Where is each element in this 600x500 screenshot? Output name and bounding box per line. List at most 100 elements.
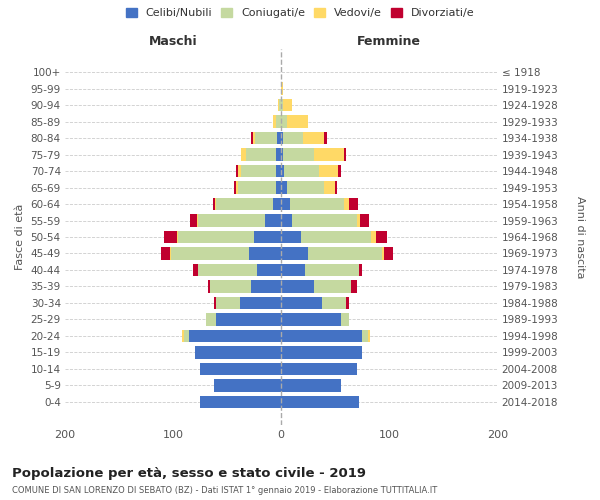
Bar [281, 231, 301, 243]
Bar [283, 132, 303, 144]
Bar [281, 313, 341, 326]
Bar [251, 280, 281, 292]
Bar [359, 264, 362, 276]
Bar [292, 214, 357, 226]
Bar [171, 248, 249, 260]
Bar [279, 99, 281, 112]
Bar [281, 116, 287, 128]
Bar [164, 231, 178, 243]
Text: Popolazione per età, sesso e stato civile - 2019: Popolazione per età, sesso e stato civil… [12, 468, 366, 480]
Bar [322, 297, 346, 309]
Bar [238, 165, 241, 177]
Bar [178, 231, 254, 243]
Bar [206, 313, 217, 326]
Y-axis label: Anni di nascita: Anni di nascita [575, 196, 585, 278]
Bar [182, 330, 184, 342]
Bar [382, 248, 384, 260]
Bar [341, 313, 349, 326]
Bar [217, 198, 272, 210]
Bar [277, 132, 281, 144]
Bar [335, 182, 337, 194]
Bar [281, 198, 290, 210]
Bar [352, 280, 357, 292]
Bar [308, 248, 382, 260]
Bar [195, 346, 281, 358]
Bar [190, 214, 197, 226]
Bar [161, 248, 170, 260]
Bar [303, 132, 325, 144]
Bar [281, 165, 284, 177]
Bar [281, 346, 362, 358]
Bar [170, 248, 171, 260]
Bar [272, 116, 276, 128]
Bar [210, 280, 251, 292]
Bar [215, 198, 217, 210]
Bar [325, 182, 335, 194]
Bar [217, 313, 281, 326]
Bar [314, 148, 344, 160]
Bar [283, 148, 314, 160]
Bar [281, 148, 283, 160]
Bar [344, 148, 346, 160]
Bar [184, 330, 190, 342]
Bar [214, 297, 217, 309]
Bar [276, 116, 281, 128]
Bar [283, 99, 292, 112]
Bar [290, 198, 344, 210]
Bar [281, 214, 292, 226]
Bar [376, 231, 387, 243]
Bar [190, 330, 281, 342]
Bar [281, 297, 322, 309]
Bar [240, 297, 281, 309]
Bar [349, 198, 358, 210]
Bar [233, 182, 236, 194]
Bar [217, 297, 240, 309]
Bar [314, 280, 352, 292]
Bar [276, 148, 281, 160]
Bar [193, 264, 198, 276]
Text: COMUNE DI SAN LORENZO DI SEBATO (BZ) - Dati ISTAT 1° gennaio 2019 - Elaborazione: COMUNE DI SAN LORENZO DI SEBATO (BZ) - D… [12, 486, 437, 495]
Legend: Celibi/Nubili, Coniugati/e, Vedovi/e, Divorziati/e: Celibi/Nubili, Coniugati/e, Vedovi/e, Di… [124, 6, 476, 20]
Bar [281, 362, 357, 375]
Bar [281, 396, 359, 408]
Bar [338, 165, 341, 177]
Bar [287, 116, 308, 128]
Text: Femmine: Femmine [358, 35, 421, 48]
Bar [281, 330, 362, 342]
Bar [198, 214, 265, 226]
Bar [284, 165, 319, 177]
Bar [276, 182, 281, 194]
Bar [287, 182, 325, 194]
Bar [384, 248, 392, 260]
Bar [371, 231, 376, 243]
Bar [272, 198, 281, 210]
Bar [281, 379, 341, 392]
Bar [278, 99, 279, 112]
Bar [249, 248, 281, 260]
Y-axis label: Fasce di età: Fasce di età [15, 204, 25, 270]
Bar [208, 280, 210, 292]
Bar [346, 297, 349, 309]
Bar [281, 132, 283, 144]
Bar [214, 379, 281, 392]
Bar [238, 182, 276, 194]
Bar [325, 132, 326, 144]
Bar [281, 248, 308, 260]
Bar [200, 362, 281, 375]
Bar [344, 198, 349, 210]
Bar [301, 231, 371, 243]
Bar [198, 264, 257, 276]
Bar [200, 396, 281, 408]
Bar [281, 264, 305, 276]
Bar [245, 148, 276, 160]
Bar [253, 132, 255, 144]
Bar [241, 148, 245, 160]
Bar [197, 214, 198, 226]
Bar [305, 264, 359, 276]
Bar [362, 330, 368, 342]
Bar [281, 182, 287, 194]
Bar [251, 132, 253, 144]
Bar [276, 165, 281, 177]
Bar [319, 165, 338, 177]
Bar [281, 99, 283, 112]
